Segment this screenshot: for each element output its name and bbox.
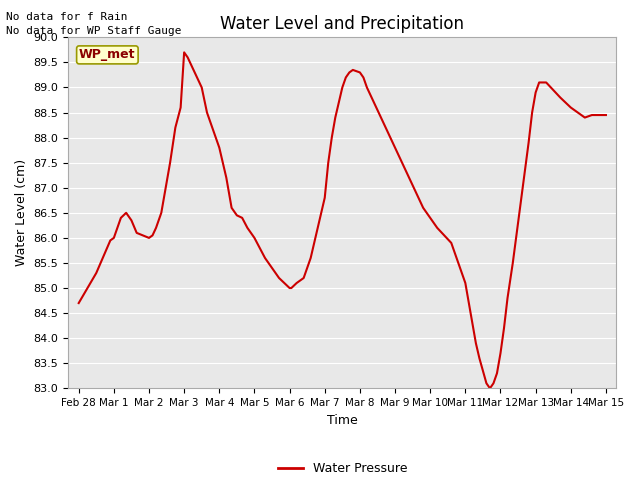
Text: No data for WP Staff Gauge: No data for WP Staff Gauge (6, 26, 182, 36)
Title: Water Level and Precipitation: Water Level and Precipitation (220, 15, 464, 33)
Text: WP_met: WP_met (79, 48, 136, 61)
Text: No data for f Rain: No data for f Rain (6, 12, 128, 22)
Y-axis label: Water Level (cm): Water Level (cm) (15, 159, 28, 266)
X-axis label: Time: Time (327, 414, 358, 427)
Legend: Water Pressure: Water Pressure (273, 457, 412, 480)
